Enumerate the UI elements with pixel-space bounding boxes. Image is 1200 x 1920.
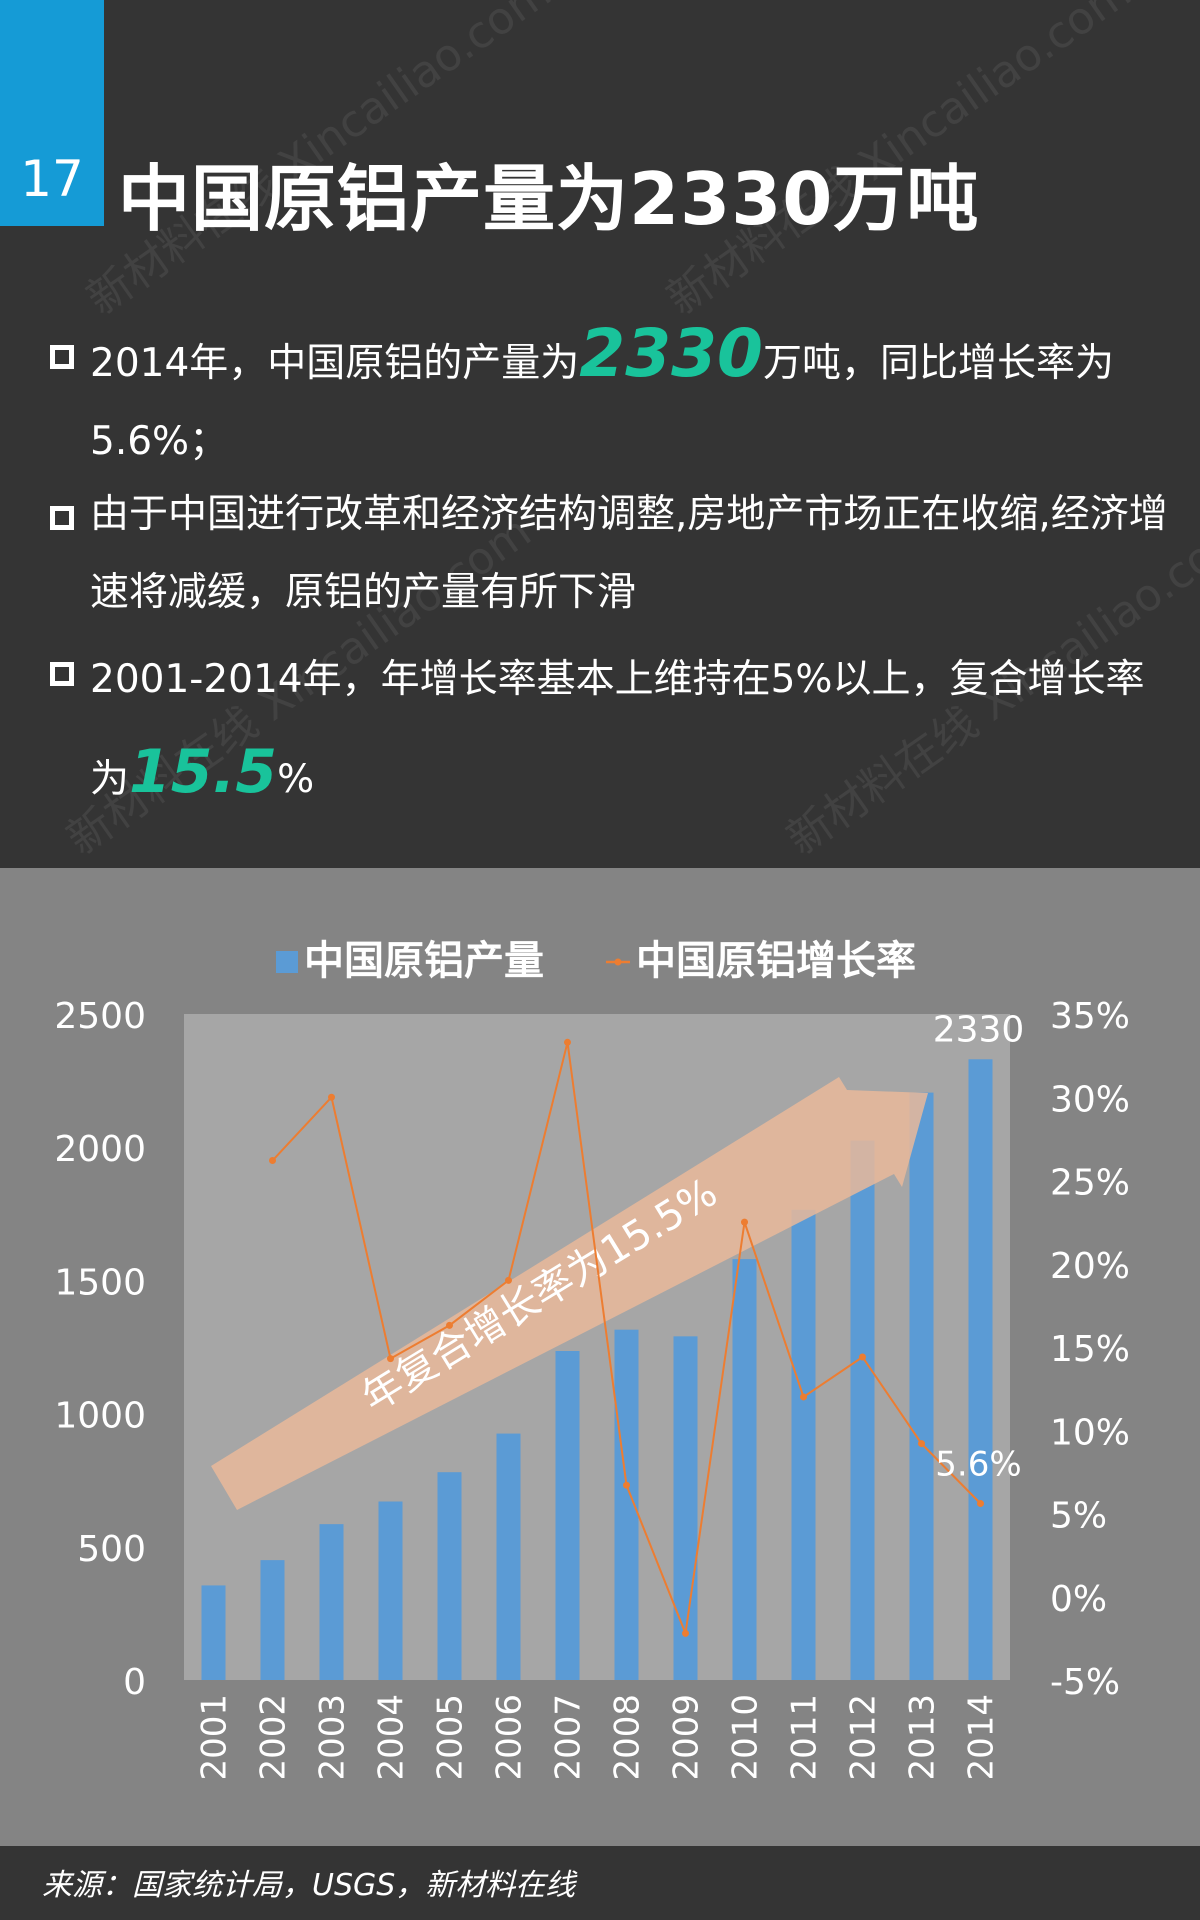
bullet-text: 2001-2014年，年增长率基本上维持在5%以上，复合增长率为 xyxy=(90,657,1145,802)
point-2002 xyxy=(269,1157,276,1165)
highlight-value: 15.5 xyxy=(129,737,278,807)
x-tick-label: 2005 xyxy=(431,1694,471,1781)
point-2014 xyxy=(977,1500,984,1508)
point-2005 xyxy=(446,1321,453,1329)
point-2004 xyxy=(387,1355,394,1363)
y-right-tick: 20% xyxy=(1050,1246,1130,1287)
point-2006 xyxy=(505,1276,512,1284)
bar-2013 xyxy=(909,1092,934,1680)
legend-bar-swatch xyxy=(276,951,298,973)
bar-2005 xyxy=(437,1472,462,1680)
header-panel: 新材料在线 Xincailiao.com 新材料在线 Xincailiao.co… xyxy=(0,0,1200,868)
combo-chart: 中国原铝产量 中国原铝增长率 年复合增长率为15.5% 050010001500… xyxy=(54,938,1130,1781)
bar-2002 xyxy=(260,1560,285,1680)
line-data-label: 5.6% xyxy=(935,1445,1021,1485)
page-title: 中国原铝产量为2330万吨 xyxy=(118,157,980,241)
bar-2012 xyxy=(850,1140,875,1680)
y-right-tick: 5% xyxy=(1050,1496,1107,1537)
bullet-text: % xyxy=(277,757,315,802)
bullet-text: 由于中国进行改革和经济结构调整,房地产市场正在收缩,经济增速将减缓，原铝的产量有… xyxy=(90,492,1168,615)
y-left-tick: 0 xyxy=(123,1662,146,1703)
point-2013 xyxy=(918,1440,925,1448)
y-left-tick: 2500 xyxy=(54,996,146,1037)
x-tick-label: 2009 xyxy=(667,1694,707,1781)
chart-legend: 中国原铝产量 中国原铝增长率 xyxy=(276,938,916,984)
x-tick-label: 2004 xyxy=(372,1694,412,1781)
y-left-tick: 2000 xyxy=(54,1129,146,1170)
x-tick-label: 2014 xyxy=(962,1694,1002,1781)
x-tick-label: 2003 xyxy=(313,1694,353,1781)
y-right-tick: -5% xyxy=(1050,1662,1120,1703)
checkbox-square-icon xyxy=(50,345,74,369)
bar-2003 xyxy=(319,1524,344,1680)
bar-2004 xyxy=(378,1501,403,1680)
legend-line-marker xyxy=(614,958,622,966)
bar-2010 xyxy=(732,1259,757,1680)
y-right-tick: 15% xyxy=(1050,1329,1130,1370)
bar-2006 xyxy=(496,1433,521,1680)
y-right-tick: 30% xyxy=(1050,1079,1130,1120)
chart-panel: 中国原铝产量 中国原铝增长率 年复合增长率为15.5% 0 500 1000 1500… xyxy=(0,868,1200,1846)
bullet-item: 由于中国进行改革和经济结构调整,房地产市场正在收缩,经济增速将减缓，原铝的产量有… xyxy=(50,484,1170,644)
bar-2011 xyxy=(791,1209,816,1680)
y-right-tick: 0% xyxy=(1050,1579,1107,1620)
x-tick-label: 2001 xyxy=(195,1694,235,1781)
section-number-badge: 17 xyxy=(0,0,104,226)
footer: 来源：国家统计局，USGS，新材料在线 xyxy=(0,1846,1200,1920)
point-2009 xyxy=(682,1629,689,1637)
bullet-item: 2001-2014年，年增长率基本上维持在5%以上，复合增长率为15.5% xyxy=(50,640,1170,807)
growth-arrow xyxy=(211,1077,928,1510)
highlight-value: 2330 xyxy=(579,315,763,392)
x-tick-label: 2013 xyxy=(903,1694,943,1781)
bar-2007 xyxy=(555,1350,580,1680)
x-tick-label: 2012 xyxy=(844,1694,884,1781)
point-2011 xyxy=(800,1393,807,1401)
bullet-text: 万吨，同比增长率为5.6%； xyxy=(90,341,1114,464)
section-number: 17 xyxy=(20,150,84,208)
x-tick-label: 2007 xyxy=(549,1694,589,1781)
bullet-text: 2014年，中国原铝的产量为 xyxy=(90,341,580,386)
y-left-tick: 500 xyxy=(77,1529,146,1570)
y-right-tick: 25% xyxy=(1050,1163,1130,1204)
legend-label-production: 中国原铝产量 xyxy=(304,938,544,984)
checkbox-square-icon xyxy=(50,506,74,530)
x-tick-label: 2008 xyxy=(608,1694,648,1781)
bar-2009 xyxy=(673,1336,698,1680)
bar-data-label: 2330 xyxy=(933,1009,1025,1050)
x-tick-label: 2010 xyxy=(726,1694,766,1781)
x-tick-label: 2006 xyxy=(490,1694,530,1781)
checkbox-square-icon xyxy=(50,662,74,686)
y-left-tick: 1000 xyxy=(54,1396,146,1437)
source-text: 来源：国家统计局，USGS，新材料在线 xyxy=(42,1868,576,1903)
point-2012 xyxy=(859,1353,866,1361)
bar-2001 xyxy=(201,1585,226,1680)
y-right-tick: 10% xyxy=(1050,1412,1130,1453)
point-2008 xyxy=(623,1481,630,1489)
legend-label-growth: 中国原铝增长率 xyxy=(636,938,916,984)
y-left-tick: 1500 xyxy=(54,1262,146,1303)
x-tick-label: 2002 xyxy=(254,1694,294,1781)
bar-2014 xyxy=(968,1059,993,1680)
point-2010 xyxy=(741,1218,748,1226)
bullet-item: 2014年，中国原铝的产量为2330万吨，同比增长率为5.6%； xyxy=(50,315,1170,475)
y-right-tick: 35% xyxy=(1050,996,1130,1037)
x-tick-label: 2011 xyxy=(785,1694,825,1781)
point-2007 xyxy=(564,1038,571,1046)
point-2003 xyxy=(328,1093,335,1101)
